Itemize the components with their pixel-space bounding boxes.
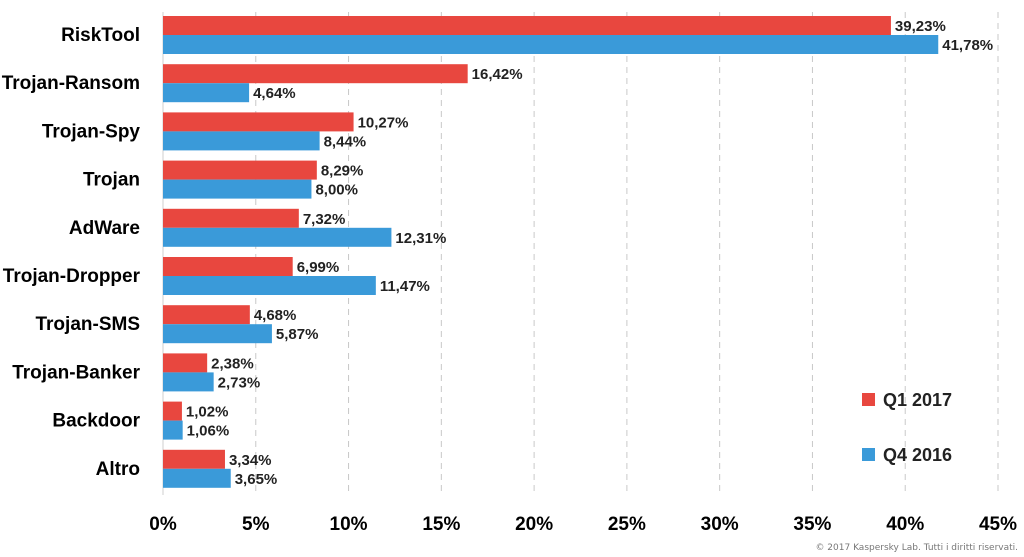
value-label: 1,06%: [187, 423, 230, 440]
value-label: 7,32%: [303, 211, 346, 228]
value-label: 1,02%: [186, 404, 229, 421]
legend-swatch: [862, 448, 875, 461]
value-label: 16,42%: [472, 66, 523, 83]
value-label: 8,00%: [315, 182, 358, 199]
bar-q4-2016: [163, 324, 272, 344]
copyright-notice: © 2017 Kaspersky Lab. Tutti i diritti ri…: [815, 543, 1018, 553]
category-label: Trojan: [83, 170, 140, 191]
bar-q4-2016: [163, 83, 250, 103]
value-label: 4,68%: [254, 307, 297, 324]
category-labels: RiskTool Trojan-Ransom Trojan-Spy Trojan AdW…: [2, 25, 141, 480]
legend-label: Q1 2017: [883, 390, 952, 410]
bar-q1-2017: [163, 401, 182, 421]
bar-q1-2017: [163, 160, 317, 180]
value-label: 2,38%: [211, 355, 254, 372]
x-tick-label: 10%: [330, 514, 368, 535]
value-label: 2,73%: [218, 374, 261, 391]
x-tick-label: 0%: [149, 514, 177, 535]
value-label: 12,31%: [395, 230, 446, 247]
bar-q1-2017: [163, 208, 299, 228]
x-tick-label: 15%: [422, 514, 460, 535]
value-label: 41,78%: [942, 37, 993, 54]
category-label: RiskTool: [61, 25, 140, 46]
x-tick-label: 20%: [515, 514, 553, 535]
x-axis-ticks: 0% 5% 10% 15% 20% 25% 30% 35% 40% 45%: [149, 514, 1017, 535]
legend-label: Q4 2016: [883, 445, 952, 465]
bars: [163, 16, 939, 488]
value-label: 8,44%: [324, 133, 367, 150]
bar-q4-2016: [163, 35, 939, 54]
value-label: 5,87%: [276, 326, 319, 343]
x-tick-label: 45%: [979, 514, 1017, 535]
value-label: 4,64%: [253, 85, 296, 102]
x-tick-label: 35%: [793, 514, 831, 535]
x-tick-label: 5%: [242, 514, 270, 535]
bar-q1-2017: [163, 353, 208, 373]
bar-q4-2016: [163, 227, 392, 247]
category-label: Trojan-SMS: [35, 314, 140, 335]
legend-swatch: [862, 393, 875, 406]
category-label: Trojan-Spy: [42, 121, 141, 142]
value-label: 3,34%: [229, 452, 272, 469]
category-label: AdWare: [69, 218, 140, 239]
value-labels: 39,23% 41,78% 16,42% 4,64% 10,27% 8,44% 8,29% 8…: [186, 18, 993, 488]
category-label: Trojan-Ransom: [2, 73, 140, 94]
x-tick-label: 25%: [608, 514, 646, 535]
bar-q4-2016: [163, 179, 312, 199]
legend: Q1 2017 Q4 2016: [862, 390, 952, 465]
bar-q1-2017: [163, 64, 468, 84]
bar-q4-2016: [163, 420, 183, 440]
category-label: Altro: [96, 459, 140, 480]
value-label: 6,99%: [297, 259, 340, 276]
x-tick-label: 30%: [701, 514, 739, 535]
bar-q1-2017: [163, 257, 293, 276]
bar-q4-2016: [163, 131, 320, 151]
value-label: 39,23%: [895, 18, 946, 35]
bar-q4-2016: [163, 468, 231, 488]
bar-q1-2017: [163, 112, 354, 132]
bar-q1-2017: [163, 16, 891, 35]
x-tick-label: 40%: [886, 514, 924, 535]
value-label: 8,29%: [321, 163, 364, 180]
bar-q1-2017: [163, 449, 225, 469]
category-label: Backdoor: [52, 411, 140, 432]
category-label: Trojan-Banker: [12, 362, 140, 383]
bar-q1-2017: [163, 305, 250, 325]
bar-q4-2016: [163, 372, 214, 392]
value-label: 3,65%: [235, 471, 278, 488]
value-label: 11,47%: [380, 278, 430, 295]
category-label: Trojan-Dropper: [3, 266, 141, 287]
bar-q4-2016: [163, 276, 376, 295]
value-label: 10,27%: [358, 114, 409, 131]
